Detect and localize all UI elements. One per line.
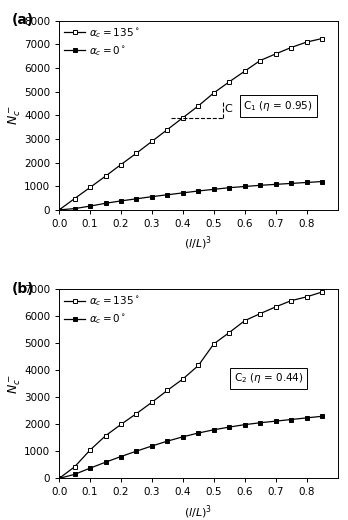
Line: $\alpha_c = 0^\circ$: $\alpha_c = 0^\circ$ [57, 414, 325, 481]
$\alpha_c = 0^\circ$ [258, 420, 262, 426]
$\alpha_c = 135^\circ$ [88, 447, 92, 453]
$\alpha_c = 135^\circ$ [88, 184, 92, 190]
$\alpha_c = 135^\circ$ [258, 310, 262, 317]
$\alpha_c = 135^\circ$ [181, 114, 185, 121]
$\alpha_c = 135^\circ$ [150, 399, 154, 406]
$\alpha_c = 0^\circ$ [181, 190, 185, 196]
Line: $\alpha_c = 0^\circ$: $\alpha_c = 0^\circ$ [57, 179, 325, 212]
X-axis label: $(l/L)^3$: $(l/L)^3$ [184, 503, 212, 520]
$\alpha_c = 0^\circ$ [88, 465, 92, 471]
$\alpha_c = 135^\circ$ [227, 79, 231, 85]
$\alpha_c = 0^\circ$ [243, 422, 247, 428]
$\alpha_c = 0^\circ$ [320, 413, 324, 420]
$\alpha_c = 135^\circ$ [212, 90, 216, 96]
$\alpha_c = 0^\circ$ [196, 430, 200, 436]
$\alpha_c = 135^\circ$ [320, 289, 324, 295]
$\alpha_c = 0^\circ$ [88, 203, 92, 209]
$\alpha_c = 135^\circ$ [72, 464, 77, 470]
$\alpha_c = 0^\circ$ [304, 179, 309, 186]
$\alpha_c = 135^\circ$ [57, 475, 61, 482]
X-axis label: $(l/L)^3$: $(l/L)^3$ [184, 235, 212, 252]
$\alpha_c = 0^\circ$ [150, 193, 154, 200]
$\alpha_c = 135^\circ$ [304, 39, 309, 45]
$\alpha_c = 135^\circ$ [212, 341, 216, 347]
$\alpha_c = 0^\circ$ [227, 185, 231, 191]
$\alpha_c = 0^\circ$ [119, 198, 123, 204]
$\alpha_c = 135^\circ$ [196, 103, 200, 109]
Text: C: C [225, 104, 232, 114]
Line: $\alpha_c = 135^\circ$: $\alpha_c = 135^\circ$ [57, 36, 325, 212]
$\alpha_c = 135^\circ$ [304, 294, 309, 300]
Text: (a): (a) [12, 13, 34, 27]
$\alpha_c = 135^\circ$ [243, 68, 247, 74]
$\alpha_c = 135^\circ$ [134, 150, 139, 157]
$\alpha_c = 0^\circ$ [289, 417, 293, 423]
$\alpha_c = 0^\circ$ [243, 184, 247, 190]
$\alpha_c = 0^\circ$ [72, 471, 77, 477]
Y-axis label: $N_c^-$: $N_c^-$ [6, 105, 23, 125]
$\alpha_c = 0^\circ$ [196, 188, 200, 194]
$\alpha_c = 0^\circ$ [72, 205, 77, 212]
$\alpha_c = 135^\circ$ [289, 297, 293, 304]
$\alpha_c = 135^\circ$ [181, 376, 185, 382]
$\alpha_c = 135^\circ$ [72, 196, 77, 202]
Text: C$_1$ ($\eta$ = 0.95): C$_1$ ($\eta$ = 0.95) [243, 99, 313, 113]
$\alpha_c = 135^\circ$ [274, 51, 278, 57]
Line: $\alpha_c = 135^\circ$: $\alpha_c = 135^\circ$ [57, 290, 325, 481]
$\alpha_c = 0^\circ$ [212, 186, 216, 192]
$\alpha_c = 0^\circ$ [150, 443, 154, 449]
$\alpha_c = 0^\circ$ [57, 475, 61, 482]
$\alpha_c = 0^\circ$ [134, 448, 139, 454]
$\alpha_c = 135^\circ$ [274, 304, 278, 310]
$\alpha_c = 0^\circ$ [119, 453, 123, 460]
$\alpha_c = 0^\circ$ [103, 459, 108, 465]
$\alpha_c = 0^\circ$ [274, 418, 278, 424]
$\alpha_c = 135^\circ$ [258, 57, 262, 63]
$\alpha_c = 135^\circ$ [103, 173, 108, 179]
$\alpha_c = 0^\circ$ [134, 196, 139, 202]
$\alpha_c = 135^\circ$ [150, 138, 154, 145]
Legend: $\alpha_c = 135^\circ$, $\alpha_c = 0^\circ$: $\alpha_c = 135^\circ$, $\alpha_c = 0^\c… [62, 292, 142, 328]
$\alpha_c = 0^\circ$ [258, 182, 262, 188]
$\alpha_c = 135^\circ$ [134, 410, 139, 417]
$\alpha_c = 0^\circ$ [165, 192, 169, 198]
$\alpha_c = 135^\circ$ [227, 329, 231, 335]
$\alpha_c = 0^\circ$ [274, 181, 278, 188]
Y-axis label: $N_c^-$: $N_c^-$ [6, 374, 23, 394]
$\alpha_c = 135^\circ$ [165, 126, 169, 133]
$\alpha_c = 135^\circ$ [119, 421, 123, 427]
$\alpha_c = 135^\circ$ [196, 362, 200, 369]
$\alpha_c = 135^\circ$ [103, 433, 108, 439]
$\alpha_c = 0^\circ$ [165, 438, 169, 444]
Text: (b): (b) [12, 282, 34, 296]
$\alpha_c = 135^\circ$ [165, 387, 169, 394]
$\alpha_c = 0^\circ$ [320, 178, 324, 185]
$\alpha_c = 0^\circ$ [212, 426, 216, 433]
$\alpha_c = 135^\circ$ [243, 318, 247, 324]
$\alpha_c = 0^\circ$ [289, 180, 293, 187]
$\alpha_c = 135^\circ$ [57, 207, 61, 213]
$\alpha_c = 0^\circ$ [304, 415, 309, 421]
$\alpha_c = 0^\circ$ [103, 200, 108, 206]
$\alpha_c = 135^\circ$ [289, 44, 293, 50]
Text: C$_2$ ($\eta$ = 0.44): C$_2$ ($\eta$ = 0.44) [234, 371, 303, 385]
$\alpha_c = 0^\circ$ [57, 207, 61, 213]
Legend: $\alpha_c = 135^\circ$, $\alpha_c = 0^\circ$: $\alpha_c = 135^\circ$, $\alpha_c = 0^\c… [62, 24, 142, 60]
$\alpha_c = 135^\circ$ [320, 35, 324, 42]
$\alpha_c = 0^\circ$ [227, 424, 231, 430]
$\alpha_c = 135^\circ$ [119, 161, 123, 167]
$\alpha_c = 0^\circ$ [181, 434, 185, 440]
